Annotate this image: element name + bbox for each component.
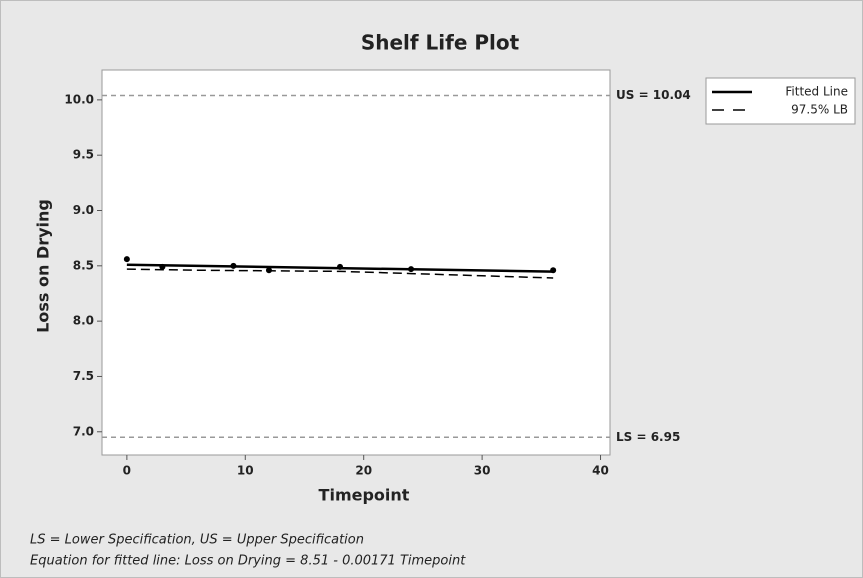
y-tick-label: 7.5: [73, 369, 94, 383]
y-tick-label: 7.0: [73, 424, 94, 438]
legend-box: [705, 77, 856, 125]
plot-area: [101, 69, 611, 456]
reference-label: LS = 6.95: [616, 430, 680, 444]
x-tick-label: 30: [474, 464, 491, 478]
legend-label: Fitted Line: [785, 85, 848, 99]
y-tick-label: 8.5: [73, 258, 94, 272]
x-tick-label: 10: [237, 464, 254, 478]
data-point: [550, 267, 557, 274]
data-point: [123, 256, 130, 263]
x-tick-label: 20: [355, 464, 372, 478]
y-tick-label: 8.0: [73, 314, 94, 328]
x-tick-label: 40: [592, 464, 609, 478]
series-line: [126, 268, 554, 279]
chart-title: Shelf Life Plot: [361, 31, 520, 55]
y-axis-label: Loss on Drying: [34, 199, 53, 333]
y-tick-label: 9.5: [73, 148, 94, 162]
footnote: LS = Lower Specification, US = Upper Spe…: [30, 533, 364, 548]
y-tick-label: 9.0: [73, 203, 94, 217]
data-point: [337, 263, 344, 270]
x-tick-label: 0: [123, 464, 131, 478]
x-axis-label: Timepoint: [319, 486, 410, 505]
data-point: [159, 263, 166, 270]
data-point: [408, 266, 415, 273]
footnote: Equation for fitted line: Loss on Drying…: [30, 554, 466, 569]
data-point: [230, 262, 237, 269]
reference-label: US = 10.04: [616, 88, 691, 102]
y-tick-label: 10.0: [64, 92, 94, 106]
legend-label: 97.5% LB: [791, 103, 848, 117]
data-point: [265, 267, 272, 274]
